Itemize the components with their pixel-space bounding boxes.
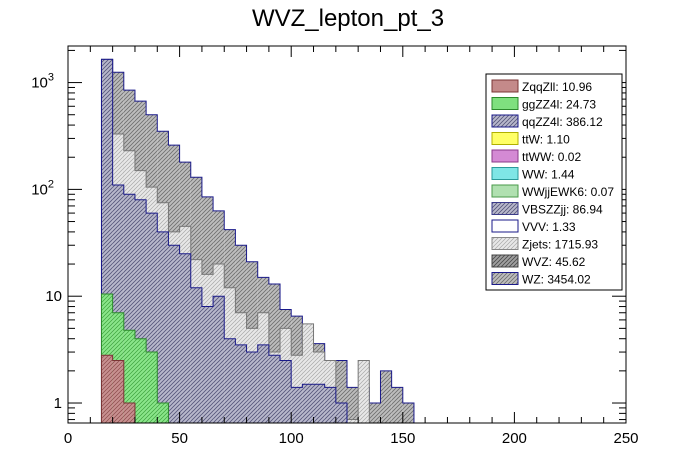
- outline-qqzz4l: [100, 58, 414, 424]
- x-tick-label: 200: [502, 430, 527, 447]
- legend-label: WVZ: 45.62: [522, 255, 586, 269]
- legend-label: ttWW: 0.02: [522, 150, 581, 164]
- bar-zjets: [347, 419, 359, 423]
- bar-zjets: [358, 360, 370, 423]
- bar-qqzz4l: [168, 245, 180, 423]
- bar-qqzz4l: [235, 344, 247, 423]
- bar-wz: [335, 360, 347, 423]
- y-tick-label: 102: [31, 178, 54, 198]
- legend-swatch: [491, 219, 519, 233]
- bar-wz: [380, 370, 392, 423]
- y-tick-label: 10: [45, 288, 62, 305]
- legend-entry: WVZ: 45.62: [491, 254, 586, 269]
- bar-qqzz4l: [101, 59, 113, 424]
- x-tick-label: 100: [279, 430, 304, 447]
- bar-qqzz4l: [224, 338, 236, 423]
- chart-title: WVZ_lepton_pt_3: [252, 5, 444, 32]
- bar-qqzz4l: [190, 287, 202, 423]
- bar-ggzz4l: [146, 352, 158, 423]
- bar-qqzz4l: [268, 355, 281, 423]
- legend-entry: ZqqZll: 10.96: [491, 79, 592, 94]
- bar-wz: [391, 387, 403, 423]
- bar-ggzz4l: [134, 338, 147, 423]
- bar-qqzz4l: [213, 296, 225, 423]
- legend-swatch: [491, 132, 519, 145]
- legend-label: qqZZ4l: 386.12: [522, 115, 603, 129]
- axes: 0 50 100 150 200 250 1 10 102 103: [31, 45, 639, 447]
- legend-label: WZ: 3454.02: [522, 273, 591, 287]
- y-tick-label: 103: [31, 72, 54, 92]
- legend-entry: WW: 1.44: [491, 167, 575, 182]
- x-tick-label: 50: [171, 430, 188, 447]
- legend-swatch: [491, 114, 519, 128]
- bar-qqzz4l: [257, 344, 269, 423]
- legend-entry: qqZZ4l: 386.12: [491, 114, 603, 129]
- bar-wz: [402, 403, 414, 423]
- legend-swatch: [491, 149, 519, 163]
- bar-ggzz4l: [157, 403, 169, 423]
- legend-label: Zjets: 1715.93: [522, 238, 598, 252]
- bar-qqzz4l: [335, 403, 347, 423]
- legend-label: VBSZZjj: 86.94: [522, 203, 603, 217]
- legend: ZqqZll: 10.96 ggZZ4l: 24.73 qqZZ4l: 386.12…: [485, 73, 623, 291]
- bar-qqzz4l: [302, 384, 314, 423]
- legend-label: ZqqZll: 10.96: [522, 80, 592, 94]
- bar-zqqzll: [123, 403, 135, 423]
- legend-entry: WZ: 3454.02: [491, 272, 591, 287]
- legend-entry: WWjjEWK6: 0.07: [491, 184, 614, 199]
- bar-qqzz4l: [280, 360, 292, 423]
- bar-wz: [347, 387, 359, 423]
- bar-qqzz4l: [313, 384, 325, 423]
- histogram-stack: [100, 58, 415, 424]
- legend-entry: ttW: 1.10: [491, 132, 570, 147]
- plot-frame: [67, 45, 627, 424]
- legend-label: ggZZ4l: 24.73: [522, 98, 596, 112]
- legend-swatch: [491, 97, 519, 110]
- bar-qqzz4l: [179, 253, 191, 423]
- bar-zqqzll: [112, 360, 124, 423]
- legend-entry: VBSZZjj: 86.94: [491, 202, 603, 217]
- legend-swatch: [491, 79, 519, 93]
- bar-qqzz4l: [324, 387, 336, 423]
- bar-wz: [369, 403, 381, 423]
- legend-swatch: [491, 184, 519, 198]
- legend-label: WW: 1.44: [522, 168, 575, 182]
- bar-zjets: [302, 323, 314, 423]
- bar-qqzz4l: [201, 306, 214, 423]
- bar-qqzz4l: [246, 352, 258, 423]
- x-tick-label: 250: [613, 430, 638, 447]
- legend-entry: ggZZ4l: 24.73: [491, 97, 596, 112]
- legend-entry: VVV: 1.33: [491, 219, 576, 234]
- legend-swatch: [491, 272, 519, 285]
- legend-swatch: [491, 167, 519, 180]
- stack-qqzz4l: [100, 58, 414, 424]
- bar-qqzz4l: [112, 184, 124, 423]
- bar-qqzz4l: [291, 387, 303, 423]
- legend-label: VVV: 1.33: [522, 220, 576, 234]
- bar-qqzz4l: [134, 199, 147, 423]
- legend-entry: ttWW: 0.02: [491, 149, 581, 164]
- bar-zqqzll: [101, 355, 113, 423]
- legend-swatch: [491, 254, 519, 268]
- legend-entry: Zjets: 1715.93: [491, 237, 598, 252]
- legend-swatch: [491, 202, 519, 215]
- bar-qqzz4l: [157, 231, 169, 423]
- legend-label: WWjjEWK6: 0.07: [522, 185, 614, 199]
- legend-swatch: [491, 237, 519, 250]
- x-tick-label: 150: [390, 430, 415, 447]
- bar-ggzz4l: [123, 330, 135, 423]
- y-tick-label: 1: [54, 395, 62, 412]
- bar-qqzz4l: [146, 213, 158, 423]
- legend-label: ttW: 1.10: [522, 133, 570, 147]
- bar-qqzz4l: [123, 194, 135, 423]
- x-tick-label: 0: [64, 430, 72, 447]
